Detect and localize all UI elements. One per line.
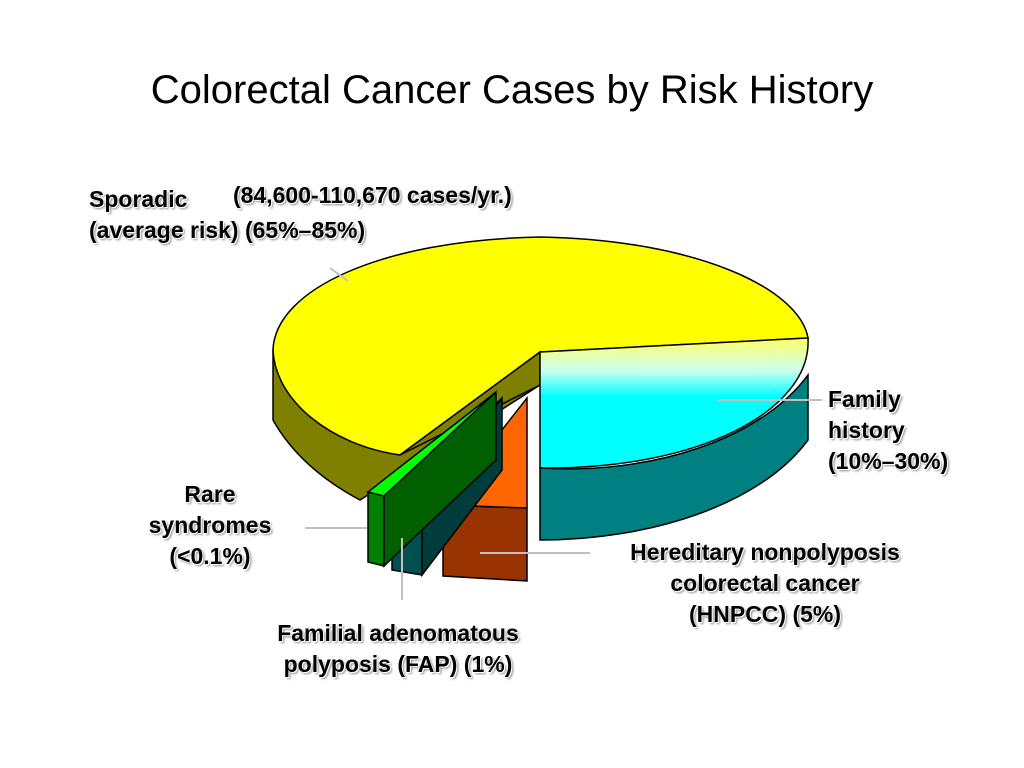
- label-hnpcc: Hereditary nonpolyposis colorectal cance…: [585, 537, 945, 630]
- label-family-line-2: history: [828, 417, 905, 443]
- pie-slice-sporadic: [272, 236, 809, 501]
- label-hnpcc-line-3: (HNPCC) (5%): [688, 601, 842, 627]
- pie-slice-rare-side: [367, 491, 385, 567]
- chart-title: Colorectal Cancer Cases by Risk History: [150, 68, 874, 112]
- pie-slice-rare-edge: [383, 390, 497, 568]
- label-sporadic-cases: (84,600-110,670 cases/yr.): [233, 180, 512, 211]
- label-sporadic-cases-text: (84,600-110,670 cases/yr.): [233, 182, 512, 208]
- pie-slice-family: [539, 337, 809, 541]
- label-hnpcc-line-2: colorectal cancer: [670, 570, 860, 596]
- label-rare-line-1: Rare: [184, 481, 236, 507]
- pie-slice-rare: [366, 390, 497, 568]
- label-sporadic: Sporadic (average risk) (65%–85%): [89, 184, 365, 246]
- label-fap: Familial adenomatous polyposis (FAP) (1%…: [238, 618, 558, 680]
- label-family-line-1: Family: [828, 386, 901, 412]
- label-rare-line-3: (<0.1%): [169, 543, 251, 569]
- label-rare: Rare syndromes (<0.1%): [130, 479, 290, 572]
- label-family: Family history (10%–30%): [828, 384, 948, 477]
- label-hnpcc-line-1: Hereditary nonpolyposis: [630, 539, 900, 565]
- pie-slice-family-top: [539, 337, 809, 469]
- label-rare-line-2: syndromes: [148, 512, 272, 538]
- pie-slice-sporadic-top: [272, 236, 809, 456]
- pie-slice-family-side: [539, 372, 809, 541]
- label-sporadic-line-1: Sporadic: [89, 186, 188, 212]
- label-fap-line-2: polyposis (FAP) (1%): [283, 651, 513, 677]
- label-fap-line-1: Familial adenomatous: [277, 620, 519, 646]
- label-sporadic-line-2: (average risk) (65%–85%): [89, 217, 366, 243]
- label-family-line-3: (10%–30%): [828, 448, 949, 474]
- leader-line-sporadic: [329, 267, 349, 282]
